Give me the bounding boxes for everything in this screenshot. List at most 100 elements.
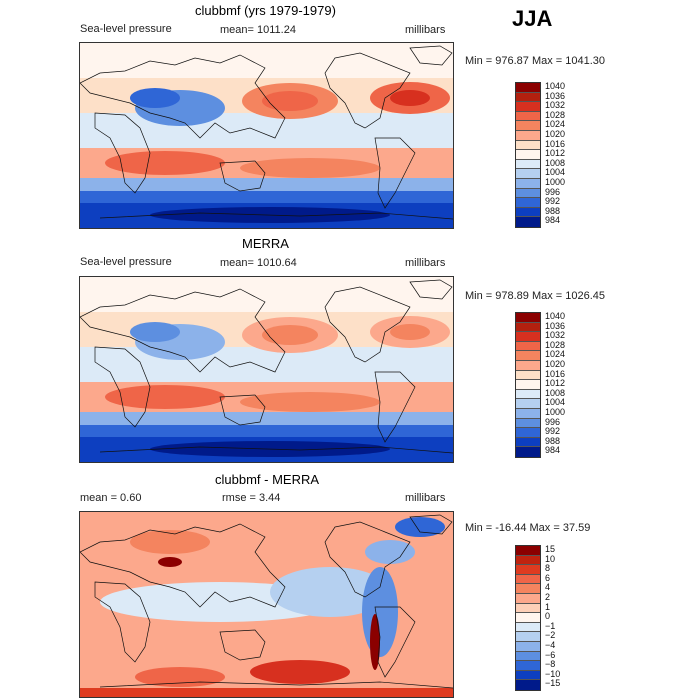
colorbar-tick-label: 1040 bbox=[545, 311, 566, 321]
colorbar-tick-label: 1012 bbox=[545, 148, 566, 159]
colorbar-swatch bbox=[516, 546, 540, 556]
colorbar-tick-label: 1004 bbox=[545, 167, 566, 178]
colorbar-swatch bbox=[516, 399, 540, 409]
colorbar-tick-label: 984 bbox=[545, 445, 561, 456]
panel-3-units: millibars bbox=[405, 492, 446, 504]
colorbar-swatch bbox=[516, 341, 540, 352]
colorbar-swatch bbox=[516, 313, 540, 323]
panel-2-map bbox=[79, 276, 454, 463]
colorbar-swatch bbox=[516, 603, 540, 614]
colorbar-tick-label: 4 bbox=[545, 582, 551, 593]
panel-3-mean: mean = 0.60 bbox=[80, 492, 142, 504]
colorbar-swatch bbox=[516, 322, 540, 333]
panel-1-colorbar bbox=[515, 82, 541, 228]
panel-2-units: millibars bbox=[405, 257, 446, 269]
colorbar-tick-label: 996 bbox=[545, 186, 561, 197]
colorbar-tick-label: 1028 bbox=[545, 339, 566, 350]
colorbar-tick-label: 1032 bbox=[545, 330, 566, 341]
panel-3-title: clubbmf - MERRA bbox=[215, 472, 320, 487]
colorbar-tick-label: 0 bbox=[545, 611, 551, 622]
colorbar-tick-label: 1036 bbox=[545, 320, 566, 331]
colorbar-swatch bbox=[516, 641, 540, 652]
colorbar-swatch bbox=[516, 661, 540, 671]
colorbar-tick-label: 992 bbox=[545, 426, 561, 437]
colorbar-tick-label: −10 bbox=[545, 668, 561, 679]
colorbar-swatch bbox=[516, 159, 540, 170]
colorbar-swatch bbox=[516, 380, 540, 390]
colorbar-swatch bbox=[516, 332, 540, 342]
colorbar-swatch bbox=[516, 140, 540, 151]
colorbar-tick-label: 1040 bbox=[545, 81, 566, 91]
panel-1-map bbox=[79, 42, 454, 229]
colorbar-swatch bbox=[516, 447, 540, 457]
colorbar-swatch bbox=[516, 198, 540, 208]
colorbar-swatch bbox=[516, 574, 540, 585]
colorbar-swatch bbox=[516, 408, 540, 419]
colorbar-swatch bbox=[516, 351, 540, 361]
colorbar-swatch bbox=[516, 555, 540, 566]
colorbar-tick-label: 1032 bbox=[545, 100, 566, 111]
colorbar-tick-label: 1000 bbox=[545, 177, 566, 187]
colorbar-swatch bbox=[516, 437, 540, 448]
colorbar-tick-label: 1004 bbox=[545, 397, 566, 408]
panel-2-minmax: Min = 978.89 Max = 1026.45 bbox=[465, 290, 606, 302]
colorbar-tick-label: −2 bbox=[545, 630, 556, 641]
colorbar-tick-label: −8 bbox=[545, 659, 556, 670]
panel-1-units: millibars bbox=[405, 24, 446, 36]
panel-1-minmax: Min = 976.87 Max = 1041.30 bbox=[465, 55, 606, 67]
colorbar-swatch bbox=[516, 389, 540, 400]
colorbar-swatch bbox=[516, 680, 540, 690]
panel-1-title: clubbmf (yrs 1979-1979) bbox=[195, 3, 336, 18]
colorbar-tick-label: 10 bbox=[545, 553, 556, 564]
panel-2-title: MERRA bbox=[242, 236, 289, 251]
colorbar-tick-label: 15 bbox=[545, 544, 556, 554]
colorbar-tick-label: 1008 bbox=[545, 157, 566, 168]
colorbar-tick-label: 1008 bbox=[545, 387, 566, 398]
colorbar-swatch bbox=[516, 418, 540, 429]
colorbar-tick-label: 8 bbox=[545, 563, 551, 574]
colorbar-tick-label: 1028 bbox=[545, 109, 566, 120]
colorbar-swatch bbox=[516, 92, 540, 103]
colorbar-tick-label: 1000 bbox=[545, 407, 566, 417]
panel-3-rmse: rmse = 3.44 bbox=[222, 492, 281, 504]
panel-1-mean: mean= 1011.24 bbox=[220, 24, 296, 36]
colorbar-tick-label: −15 bbox=[545, 678, 561, 689]
colorbar-swatch bbox=[516, 83, 540, 93]
colorbar-swatch bbox=[516, 565, 540, 575]
colorbar-swatch bbox=[516, 207, 540, 218]
colorbar-tick-label: 1024 bbox=[545, 349, 566, 360]
colorbar-swatch bbox=[516, 150, 540, 160]
colorbar-swatch bbox=[516, 622, 540, 633]
colorbar-swatch bbox=[516, 613, 540, 623]
colorbar-tick-label: −6 bbox=[545, 649, 556, 660]
colorbar-tick-label: 988 bbox=[545, 435, 561, 446]
panel-3-minmax: Min = -16.44 Max = 37.59 bbox=[465, 522, 591, 534]
colorbar-swatch bbox=[516, 632, 540, 642]
colorbar-swatch bbox=[516, 428, 540, 438]
colorbar-tick-label: 2 bbox=[545, 592, 551, 602]
colorbar-tick-label: 988 bbox=[545, 205, 561, 216]
colorbar-swatch bbox=[516, 217, 540, 227]
colorbar-swatch bbox=[516, 102, 540, 112]
colorbar-tick-label: 1036 bbox=[545, 90, 566, 101]
panel-1-variable: Sea-level pressure bbox=[80, 23, 172, 35]
colorbar-swatch bbox=[516, 169, 540, 179]
colorbar-tick-label: −1 bbox=[545, 620, 556, 631]
colorbar-tick-label: −4 bbox=[545, 640, 556, 650]
panel-2-variable: Sea-level pressure bbox=[80, 256, 172, 268]
colorbar-swatch bbox=[516, 188, 540, 199]
season-label: JJA bbox=[512, 6, 553, 31]
panel-3-map bbox=[79, 511, 454, 698]
colorbar-swatch bbox=[516, 593, 540, 604]
colorbar-swatch bbox=[516, 651, 540, 662]
colorbar-tick-label: 1024 bbox=[545, 119, 566, 130]
colorbar-swatch bbox=[516, 130, 540, 141]
colorbar-swatch bbox=[516, 111, 540, 122]
colorbar-tick-label: 6 bbox=[545, 572, 551, 583]
colorbar-swatch bbox=[516, 370, 540, 381]
colorbar-swatch bbox=[516, 178, 540, 189]
colorbar-tick-label: 1 bbox=[545, 601, 551, 612]
colorbar-tick-label: 1020 bbox=[545, 129, 566, 139]
colorbar-swatch bbox=[516, 670, 540, 681]
colorbar-swatch bbox=[516, 584, 540, 594]
